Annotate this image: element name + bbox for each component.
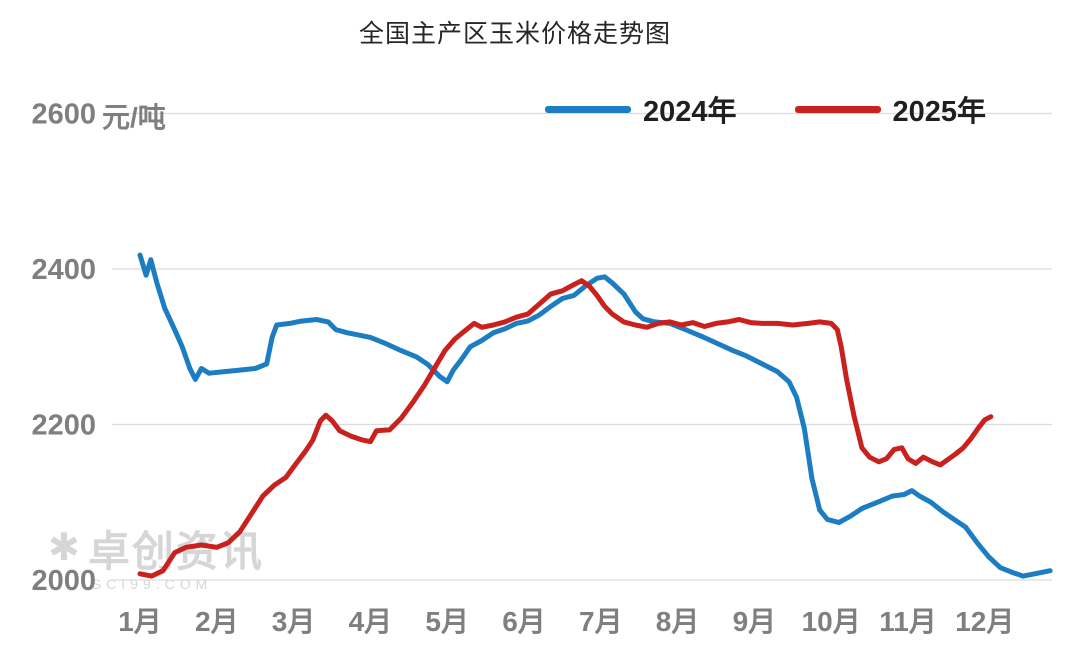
- legend-line-swatch-2024: [545, 105, 631, 113]
- svg-text:8月: 8月: [656, 606, 700, 637]
- svg-text:5月: 5月: [425, 606, 469, 637]
- chart-legend: 2024年 2025年: [545, 88, 986, 130]
- svg-text:2200: 2200: [31, 410, 96, 442]
- chart-title: 全国主产区玉米价格走势图: [358, 20, 671, 48]
- legend-label-2025: 2025年: [892, 96, 987, 128]
- y-axis-unit-label: 元/吨: [102, 102, 166, 133]
- legend-line-swatch-2025: [794, 105, 881, 113]
- svg-text:1月: 1月: [118, 606, 162, 637]
- sci99-logo-icon: ✱: [48, 527, 80, 569]
- svg-text:7月: 7月: [579, 606, 623, 637]
- legend-item-2024: 2024年: [545, 88, 737, 130]
- svg-text:10月: 10月: [802, 606, 861, 637]
- svg-text:9月: 9月: [733, 606, 777, 637]
- legend-item-2025: 2025年: [794, 88, 987, 130]
- svg-text:2月: 2月: [195, 606, 239, 637]
- svg-text:2000: 2000: [31, 565, 96, 597]
- svg-text:2600: 2600: [31, 99, 96, 131]
- svg-text:4月: 4月: [349, 606, 393, 637]
- svg-text:2400: 2400: [31, 254, 96, 286]
- svg-text:12月: 12月: [955, 606, 1014, 637]
- legend-label-2024: 2024年: [643, 96, 737, 128]
- svg-text:11月: 11月: [879, 606, 937, 637]
- svg-text:3月: 3月: [272, 606, 316, 637]
- svg-text:6月: 6月: [502, 606, 546, 637]
